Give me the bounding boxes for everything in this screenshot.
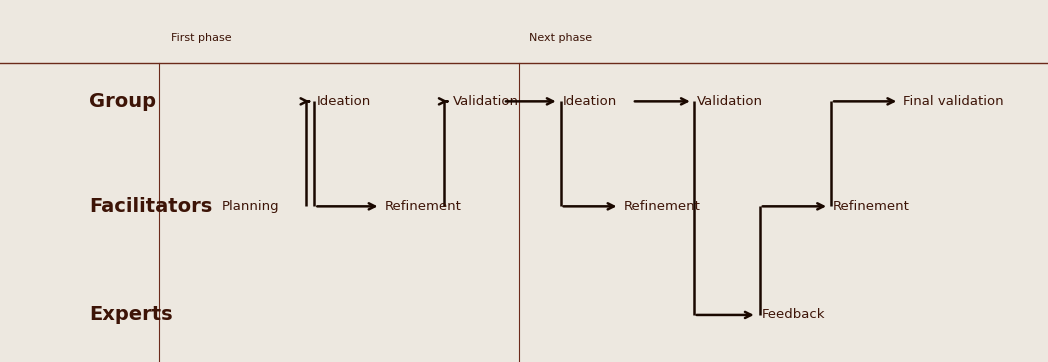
Text: Ideation: Ideation	[563, 95, 617, 108]
Text: Experts: Experts	[89, 306, 173, 324]
Text: Group: Group	[89, 92, 156, 111]
Text: Final validation: Final validation	[903, 95, 1004, 108]
Text: Refinement: Refinement	[385, 200, 461, 213]
Text: Feedback: Feedback	[762, 308, 826, 321]
Text: Facilitators: Facilitators	[89, 197, 213, 216]
Text: Refinement: Refinement	[624, 200, 700, 213]
Text: Planning: Planning	[222, 200, 280, 213]
Text: Refinement: Refinement	[833, 200, 910, 213]
Text: First phase: First phase	[171, 33, 232, 43]
Text: Validation: Validation	[453, 95, 519, 108]
Text: Ideation: Ideation	[316, 95, 371, 108]
Text: Validation: Validation	[697, 95, 763, 108]
Text: Next phase: Next phase	[529, 33, 592, 43]
